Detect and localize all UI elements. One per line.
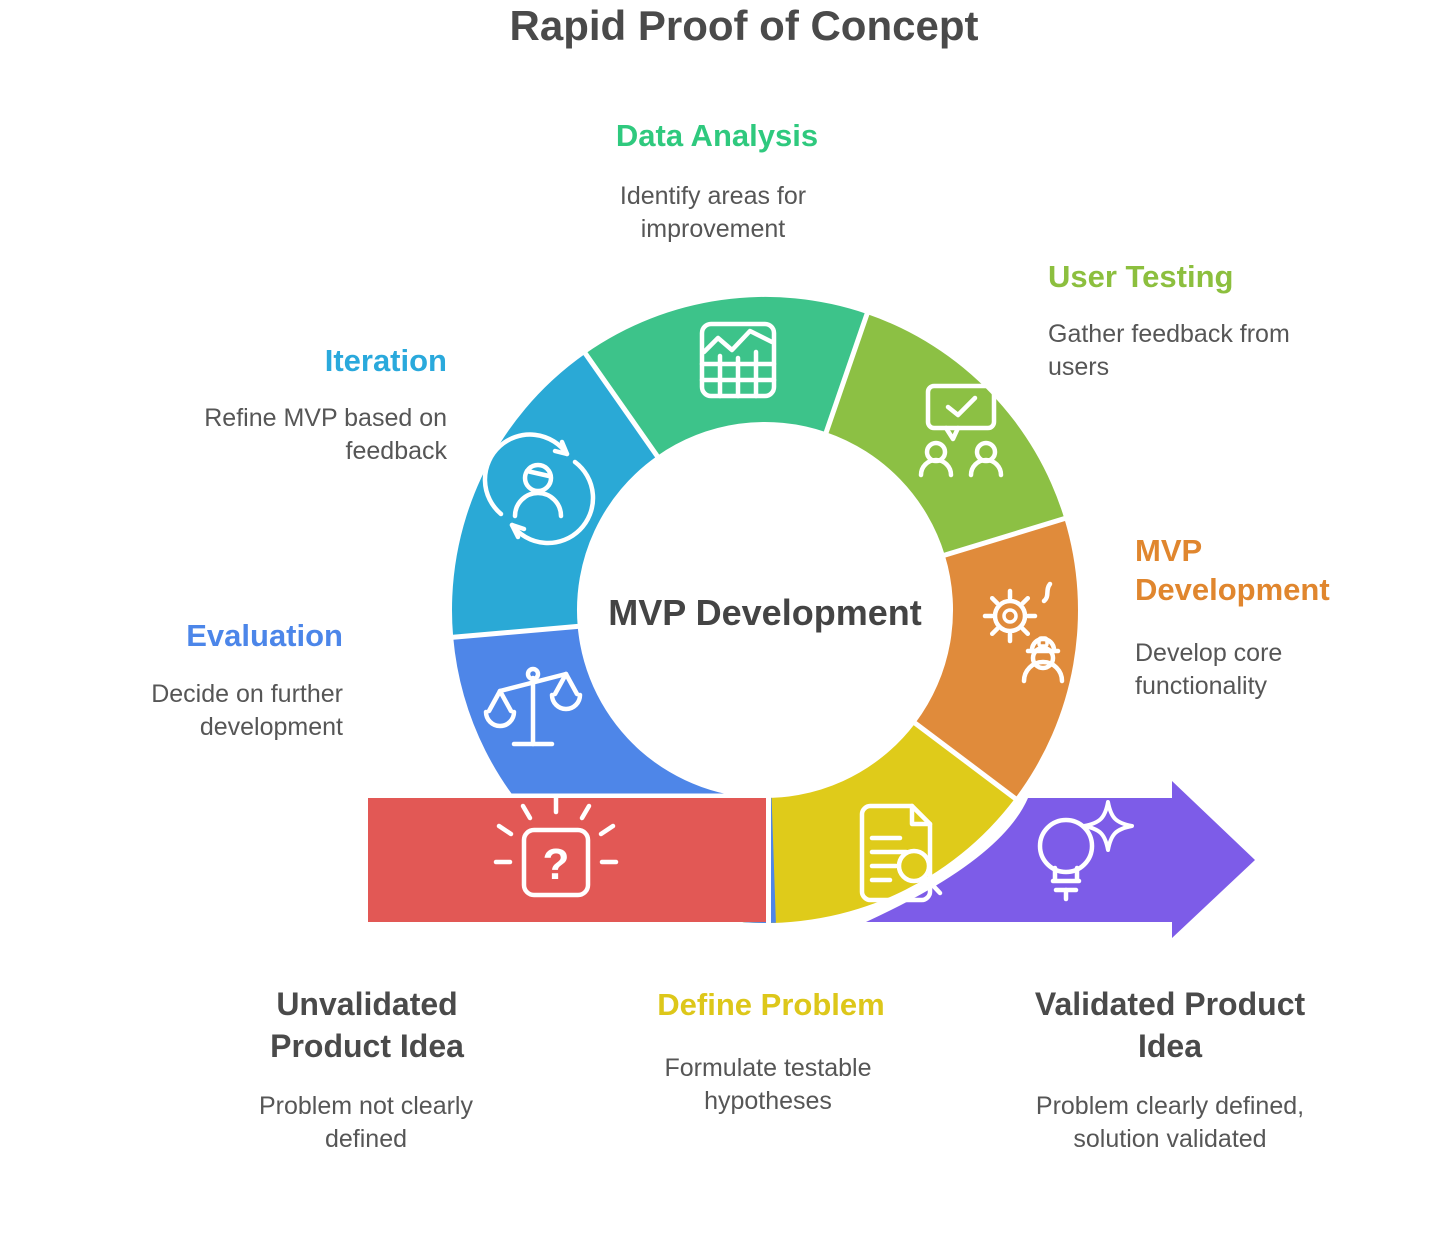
balance-scales-icon bbox=[483, 666, 583, 747]
center-label: MVP Development bbox=[608, 592, 922, 633]
label-iteration: Iteration bbox=[324, 343, 447, 378]
segment-user-testing bbox=[826, 314, 1065, 556]
detail-data-analysis: Identify areas for improvement bbox=[619, 182, 807, 243]
person-refresh-arrows-icon bbox=[482, 432, 596, 546]
detail-iteration: Refine MVP based on feedback bbox=[204, 404, 447, 465]
label-mvp-development: MVP Development bbox=[1135, 533, 1330, 607]
unvalidated-entry-band bbox=[368, 798, 767, 922]
detail-validated: Problem clearly defined, solution valida… bbox=[1035, 1092, 1305, 1153]
detail-define-problem: Formulate testable hypotheses bbox=[664, 1054, 872, 1115]
label-evaluation: Evaluation bbox=[186, 618, 343, 653]
segment-define-problem bbox=[743, 723, 1015, 924]
chart-grid-icon bbox=[699, 321, 777, 399]
detail-unvalidated: Problem not clearly defined bbox=[259, 1092, 473, 1153]
label-validated: Validated Product Idea bbox=[1034, 986, 1306, 1064]
validated-exit-arrow bbox=[866, 781, 1255, 938]
segment-mvp-development bbox=[915, 518, 1078, 799]
detail-mvp-development: Develop core functionality bbox=[1135, 639, 1283, 700]
detail-user-testing: Gather feedback from users bbox=[1048, 320, 1290, 381]
label-unvalidated: Unvalidated Product Idea bbox=[270, 986, 464, 1064]
label-user-testing: User Testing bbox=[1048, 259, 1234, 294]
presentation-check-people-icon bbox=[918, 383, 1004, 478]
segment-data-analysis bbox=[585, 296, 867, 456]
question-glyph: ? bbox=[543, 840, 570, 889]
gear-builder-icon bbox=[982, 581, 1065, 684]
label-data-analysis: Data Analysis bbox=[615, 118, 819, 153]
document-magnifier-icon bbox=[859, 803, 943, 903]
detail-evaluation: Decide on further development bbox=[151, 680, 343, 741]
label-define-problem: Define Problem bbox=[657, 987, 885, 1022]
page-title: Rapid Proof of Concept bbox=[509, 2, 979, 49]
question-box-rays-icon bbox=[493, 795, 619, 898]
lightbulb-sparkle-icon bbox=[1037, 800, 1134, 902]
segment-dividers bbox=[446, 307, 1071, 804]
segment-iteration bbox=[452, 353, 658, 638]
